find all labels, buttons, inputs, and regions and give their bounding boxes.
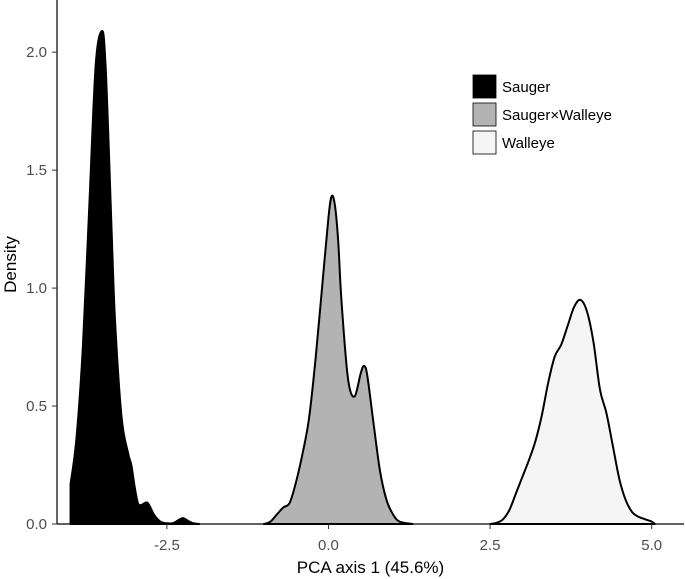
- legend-key-sauger: [472, 74, 497, 99]
- legend-item-sauger: Sauger: [472, 74, 550, 99]
- legend-label-sauger: Sauger: [502, 79, 550, 96]
- legend-label-walleye: Walleye: [502, 135, 555, 152]
- x-tick-label: 0.0: [318, 537, 339, 554]
- legend-key-walleye: [472, 130, 497, 155]
- y-tick-label: 0.5: [26, 398, 47, 415]
- x-tick-label: 5.0: [641, 537, 662, 554]
- legend-key-sauger-walleye: [472, 102, 497, 127]
- legend-label-sauger-walleye: Sauger×Walleye: [502, 107, 612, 124]
- plot-area: [69, 29, 656, 525]
- y-axis-title: Density: [1, 236, 20, 293]
- density-area-sauger: [69, 29, 201, 525]
- density-area-sauger-walleye: [262, 194, 414, 525]
- legend: Sauger Sauger×Walleye Walleye: [472, 74, 612, 155]
- x-tick-label: 2.5: [480, 537, 501, 554]
- y-tick-label: 0.0: [26, 516, 47, 533]
- density-area-walleye: [489, 298, 656, 525]
- x-axis-title: PCA axis 1 (45.6%): [297, 558, 444, 577]
- y-tick-label: 1.0: [26, 280, 47, 297]
- x-axis-ticks: -2.5 0.0 2.5 5.0: [154, 524, 662, 554]
- x-tick-label: -2.5: [154, 537, 180, 554]
- y-tick-label: 2.0: [26, 44, 47, 61]
- y-tick-label: 1.5: [26, 162, 47, 179]
- legend-item-walleye: Walleye: [472, 130, 555, 155]
- y-axis-ticks: 0.0 0.5 1.0 1.5 2.0: [26, 44, 57, 533]
- axes: [56, 0, 684, 525]
- legend-item-sauger-walleye: Sauger×Walleye: [472, 102, 612, 127]
